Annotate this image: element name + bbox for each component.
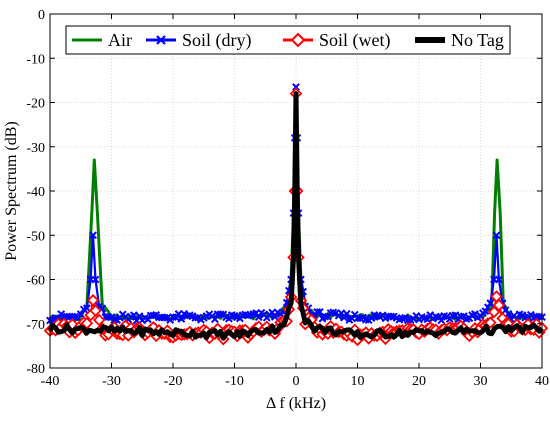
data-point-marker <box>76 310 85 319</box>
data-point-marker <box>86 294 100 307</box>
x-tick-label: -10 <box>225 374 244 389</box>
plot-series <box>43 83 549 347</box>
axis-ticks: -40 -30 -20 -10 0 10 20 30 40 0 -10 -20 -30 -40 -50 -60… <box>26 8 549 389</box>
y-tick-label: -40 <box>26 185 45 200</box>
x-tick-label: -30 <box>102 374 121 389</box>
data-point-marker <box>82 304 91 313</box>
data-point-marker <box>89 231 97 240</box>
x-tick-label: 30 <box>474 374 488 389</box>
x-tick-label: -20 <box>164 374 183 389</box>
y-axis-label: Power Spectrum (dB) <box>3 121 20 261</box>
data-point-marker <box>486 299 495 308</box>
data-point-marker <box>92 313 106 327</box>
x-tick-label: -40 <box>41 374 60 389</box>
x-tick-label: 20 <box>412 374 426 389</box>
x-tick-label: 10 <box>351 374 365 389</box>
data-point-marker <box>270 312 279 321</box>
data-point-marker <box>451 311 460 320</box>
data-point-marker <box>313 308 322 316</box>
data-point-marker <box>129 311 138 320</box>
legend: Air Soil (dry) Soil (wet) No Tag <box>65 25 511 55</box>
y-tick-label: -50 <box>26 229 45 244</box>
x-axis-label: Δ f (kHz) <box>266 395 326 412</box>
series-line <box>47 91 544 341</box>
y-tick-label: -80 <box>26 362 45 377</box>
data-point-marker <box>492 231 501 240</box>
legend-label: Air <box>108 30 132 50</box>
data-point-marker <box>321 312 330 321</box>
x-tick-label: 0 <box>293 374 300 389</box>
data-point-marker <box>481 307 490 316</box>
data-point-marker <box>80 316 94 330</box>
data-point-marker <box>91 275 100 284</box>
legend-label: No Tag <box>451 30 504 50</box>
y-tick-label: 0 <box>38 8 45 23</box>
data-point-marker <box>437 316 446 325</box>
data-point-marker <box>89 304 102 317</box>
legend-item: Air <box>72 30 132 50</box>
data-point-marker <box>483 303 492 312</box>
data-point-marker <box>484 316 497 329</box>
legend-items: Air Soil (dry) Soil (wet) No Tag <box>72 30 504 51</box>
series-no-tag <box>47 91 544 341</box>
data-point-marker <box>292 83 300 91</box>
data-point-marker <box>495 275 503 284</box>
x-tick-label: 40 <box>535 374 549 389</box>
y-tick-label: -60 <box>26 274 45 289</box>
legend-marker <box>290 32 306 48</box>
legend-item: No Tag <box>415 30 504 50</box>
legend-item: Soil (wet) <box>283 30 391 51</box>
y-tick-label: -20 <box>26 97 45 112</box>
data-point-marker <box>487 305 501 319</box>
data-point-marker <box>254 313 263 322</box>
data-point-marker <box>68 312 77 321</box>
legend-marker <box>156 35 166 45</box>
legend-label: Soil (dry) <box>182 30 252 51</box>
y-tick-label: -70 <box>26 318 45 333</box>
data-point-marker <box>492 298 506 312</box>
legend-label: Soil (wet) <box>319 30 391 51</box>
y-tick-label: -10 <box>26 52 45 67</box>
y-tick-label: -30 <box>26 141 45 156</box>
data-point-marker <box>177 315 186 323</box>
legend-item: Soil (dry) <box>146 30 252 51</box>
